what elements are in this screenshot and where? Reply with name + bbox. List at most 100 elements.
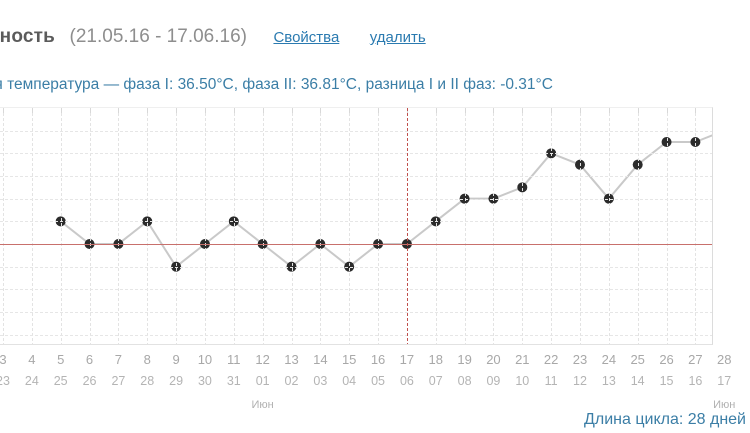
axis-tick: [204, 108, 206, 113]
axis-label-calendar-date: 14: [630, 374, 645, 388]
axis-label-calendar-date: 13: [601, 374, 616, 388]
axis-label-calendar-date: 03: [313, 374, 328, 388]
chart-header: нность (21.05.16 - 17.06.16) Свойства уд…: [0, 26, 750, 54]
axis-label-cycle-day: 21: [515, 352, 530, 367]
cover-line: [0, 244, 712, 245]
axis-label-cycle-day: 23: [572, 352, 588, 367]
axis-tick: [464, 108, 466, 113]
axis-label-calendar-date: 04: [342, 374, 357, 388]
axis-tick: [637, 108, 639, 113]
axis-tick: [262, 108, 264, 113]
axis-tick: [89, 108, 91, 113]
data-point[interactable]: [459, 193, 470, 204]
axis-label-cycle-day: 9: [172, 352, 180, 367]
axis-tick: [60, 108, 62, 113]
axis-tick: [493, 108, 495, 113]
axis-label-calendar-date: 12: [573, 374, 587, 388]
axis-label-calendar-date: 16: [688, 374, 703, 388]
data-point[interactable]: [171, 261, 182, 272]
axis-tick: [378, 108, 380, 113]
axis-label-calendar-date: 23: [0, 374, 10, 388]
chart-area: [0, 107, 750, 347]
data-point[interactable]: [575, 159, 585, 170]
axis-tick: [147, 108, 149, 113]
axis-label-calendar-date: 25: [53, 374, 68, 388]
axis-label-cycle-day: 25: [630, 352, 645, 367]
axis-tick: [233, 108, 235, 113]
axis-label-calendar-date: 26: [82, 374, 97, 388]
axis-label-cycle-day: 13: [284, 352, 299, 367]
axis-tick: [3, 108, 4, 113]
axis-label-calendar-date: 07: [428, 374, 443, 388]
ovulation-line: [406, 108, 408, 344]
cycle-length-label: Длина цикла: 28 дней: [584, 411, 746, 428]
axis-label-cycle-day: 4: [28, 352, 36, 367]
properties-link[interactable]: Свойства: [273, 29, 340, 46]
data-point[interactable]: [690, 137, 701, 147]
axis-label-cycle-day: 17: [399, 352, 415, 367]
axis-label-calendar-date: 05: [371, 374, 385, 388]
axis-label-cycle-day: 24: [601, 352, 617, 367]
phase-summary-text: яя температура — фаза I: 36.50°C, фаза I…: [0, 76, 553, 93]
data-point[interactable]: [632, 159, 643, 170]
plot-canvas[interactable]: [0, 107, 713, 345]
axis-label-cycle-day: 11: [227, 352, 241, 367]
axis-label-cycle-day: 12: [255, 352, 270, 367]
axis-tick: [118, 108, 120, 113]
axis-label-calendar-date: 08: [457, 374, 472, 388]
axis-label-calendar-date: 30: [197, 374, 212, 388]
data-point[interactable]: [546, 148, 557, 159]
axis-label-calendar-date: 10: [515, 374, 530, 388]
axis-tick: [349, 108, 351, 113]
axis-label-calendar-date: 02: [284, 374, 299, 388]
axis-label-cycle-day: 14: [313, 352, 328, 367]
axis-label-cycle-day: 16: [370, 352, 386, 367]
axis-label-calendar-date: 01: [255, 374, 270, 388]
axis-label-cycle-day: 28: [717, 352, 732, 367]
delete-link[interactable]: удалить: [369, 29, 426, 46]
data-point[interactable]: [142, 216, 153, 227]
axis-tick: [666, 108, 668, 113]
axis-label-calendar-date: 09: [486, 374, 501, 388]
axis-label-calendar-date: 17: [717, 374, 732, 388]
axis-tick: [320, 108, 322, 113]
axis-label-cycle-day: 7: [114, 352, 123, 367]
data-point[interactable]: [661, 137, 672, 147]
data-point[interactable]: [430, 216, 441, 227]
data-point[interactable]: [488, 193, 499, 204]
axis-label-cycle-day: 6: [85, 352, 94, 367]
axis-label-calendar-date: 15: [659, 374, 674, 388]
axis-tick: [580, 108, 581, 113]
axis-label-cycle-day: 19: [457, 352, 472, 367]
temperature-series: [55, 134, 712, 272]
axis-label-cycle-day: 8: [143, 352, 151, 367]
axis-label-month: Июн: [713, 399, 736, 411]
date-range: (21.05.16 - 17.06.16): [69, 26, 247, 47]
data-point[interactable]: [344, 261, 355, 272]
axis-label-cycle-day: 20: [486, 352, 501, 367]
axis-label-cycle-day: 27: [688, 352, 703, 367]
axis-label-calendar-date: 31: [226, 374, 241, 388]
axis-label-calendar-date: 28: [140, 374, 155, 388]
axis-label-calendar-date: 27: [111, 374, 126, 388]
axis-label-cycle-day: 5: [57, 352, 65, 367]
axis-label-cycle-day: 10: [197, 352, 213, 367]
axis-tick: [551, 108, 553, 113]
axis-label-month: Июн: [251, 399, 274, 411]
series-line: [60, 134, 712, 268]
data-point[interactable]: [517, 182, 528, 193]
data-point[interactable]: [603, 193, 614, 204]
axis-tick: [695, 108, 697, 113]
axis-label-cycle-day: 15: [341, 352, 357, 367]
page-title: нность: [0, 26, 56, 47]
axis-tick: [291, 108, 293, 113]
data-point[interactable]: [228, 216, 239, 227]
x-axis: 3 23 4 24 5 25 6 26 7 27 8 28 9 29 10 30 11 31 12 01 13 02 14 0…: [0, 347, 750, 411]
data-point[interactable]: [55, 216, 66, 227]
axis-tick: [608, 108, 610, 113]
data-point[interactable]: [286, 261, 297, 272]
axis-tick: [176, 108, 178, 113]
axis-tick: [435, 108, 437, 113]
axis-label-cycle-day: 26: [659, 352, 674, 367]
